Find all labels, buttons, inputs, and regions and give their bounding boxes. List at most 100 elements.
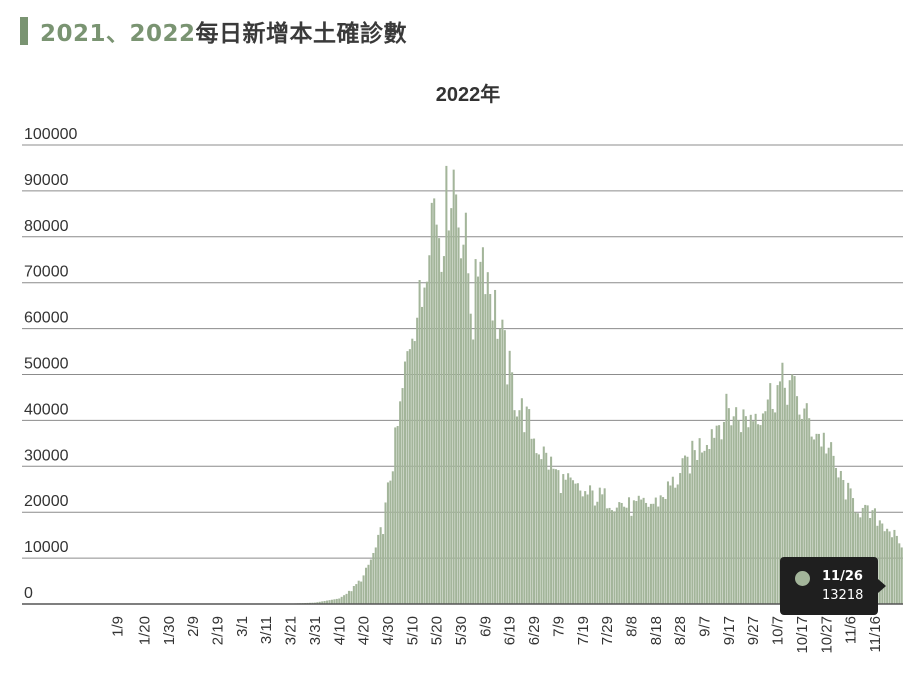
bar[interactable] [564, 479, 567, 604]
bar[interactable] [591, 490, 594, 604]
bar[interactable] [837, 477, 840, 604]
bar[interactable] [701, 452, 704, 604]
bar[interactable] [550, 456, 553, 604]
bar[interactable] [625, 507, 628, 604]
bar[interactable] [710, 429, 713, 604]
bar[interactable] [318, 601, 321, 604]
bar[interactable] [715, 425, 718, 604]
bar[interactable] [642, 497, 645, 604]
bar[interactable] [649, 503, 652, 604]
bar[interactable] [411, 338, 414, 604]
bar[interactable] [793, 376, 796, 604]
bar[interactable] [413, 341, 416, 604]
bar[interactable] [513, 410, 516, 604]
bar[interactable] [508, 350, 511, 604]
bar[interactable] [808, 418, 811, 604]
bar[interactable] [330, 599, 333, 604]
bar[interactable] [705, 444, 708, 604]
bar[interactable] [900, 547, 903, 604]
bar[interactable] [474, 259, 477, 604]
bar[interactable] [613, 511, 616, 604]
bar[interactable] [428, 255, 431, 604]
bar[interactable] [669, 485, 672, 605]
bar[interactable] [481, 247, 484, 604]
bar[interactable] [788, 380, 791, 604]
bar[interactable] [742, 409, 745, 604]
bar[interactable] [518, 410, 521, 604]
bar[interactable] [343, 595, 346, 604]
bar[interactable] [659, 495, 662, 604]
bar[interactable] [898, 543, 901, 604]
bar[interactable] [416, 317, 419, 604]
bar[interactable] [316, 602, 319, 604]
bar[interactable] [759, 425, 762, 604]
bar[interactable] [515, 416, 519, 605]
bar[interactable] [386, 482, 389, 604]
bar[interactable] [579, 490, 582, 604]
bar[interactable] [384, 502, 387, 604]
bar[interactable] [832, 455, 835, 604]
bar[interactable] [778, 381, 781, 604]
bar[interactable] [484, 294, 487, 604]
bar[interactable] [637, 495, 640, 604]
bar[interactable] [345, 593, 348, 604]
bar[interactable] [688, 473, 691, 604]
bar[interactable] [360, 581, 363, 604]
bar[interactable] [632, 500, 635, 604]
bar[interactable] [732, 416, 735, 604]
bar[interactable] [321, 601, 324, 604]
bar[interactable] [730, 425, 733, 604]
bar[interactable] [347, 590, 350, 604]
bar[interactable] [571, 480, 575, 604]
bar[interactable] [433, 198, 436, 604]
bar[interactable] [389, 480, 392, 604]
bar[interactable] [455, 194, 458, 604]
bar[interactable] [615, 507, 618, 604]
bar[interactable] [498, 328, 501, 604]
bar[interactable] [671, 476, 674, 604]
bar[interactable] [722, 421, 725, 604]
bar[interactable] [374, 547, 377, 604]
bar[interactable] [442, 256, 445, 604]
bar[interactable] [408, 349, 411, 604]
bar[interactable] [895, 535, 898, 604]
bar[interactable] [890, 537, 894, 604]
bar[interactable] [713, 437, 716, 604]
bar[interactable] [847, 482, 850, 604]
bar[interactable] [452, 169, 455, 604]
bar[interactable] [576, 483, 579, 604]
bar[interactable] [520, 398, 523, 604]
bar[interactable] [888, 531, 891, 604]
bar[interactable] [761, 413, 764, 604]
bar[interactable] [618, 502, 621, 604]
bar[interactable] [866, 505, 869, 604]
bar[interactable] [486, 272, 489, 604]
bar[interactable] [839, 470, 842, 604]
bar[interactable] [503, 330, 506, 604]
bar[interactable] [435, 224, 438, 604]
bar[interactable] [764, 411, 767, 604]
bar[interactable] [350, 591, 353, 604]
bar[interactable] [418, 280, 421, 604]
bar[interactable] [562, 474, 565, 604]
bar[interactable] [328, 600, 331, 604]
bar[interactable] [467, 273, 470, 604]
bar[interactable] [864, 504, 867, 604]
bar[interactable] [664, 498, 667, 604]
bar[interactable] [817, 433, 820, 604]
bar[interactable] [528, 409, 531, 604]
bar[interactable] [554, 469, 557, 604]
bar[interactable] [496, 338, 499, 604]
bar[interactable] [421, 306, 424, 604]
bar[interactable] [335, 598, 338, 604]
bar[interactable] [369, 559, 372, 604]
bar[interactable] [372, 552, 375, 604]
bar[interactable] [489, 294, 492, 604]
bar[interactable] [698, 438, 701, 604]
bar[interactable] [338, 598, 341, 604]
bar[interactable] [423, 287, 426, 604]
bar[interactable] [786, 404, 789, 604]
bar[interactable] [873, 508, 876, 604]
bar[interactable] [815, 433, 818, 604]
bar[interactable] [469, 313, 472, 604]
